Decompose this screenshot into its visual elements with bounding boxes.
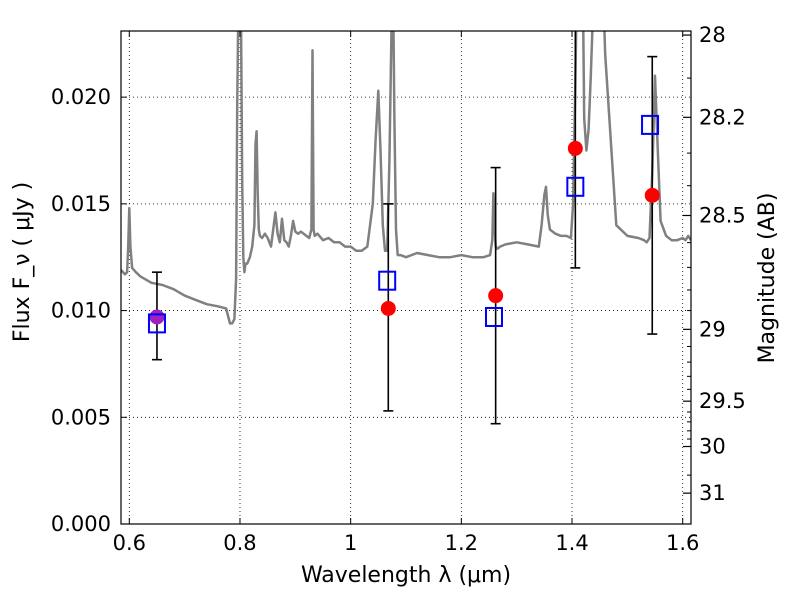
y-tick-label: 0.020: [51, 85, 111, 109]
x-tick-label: 0.8: [223, 531, 256, 555]
observed-point: [149, 309, 165, 325]
right-tick-label: 28.5: [699, 203, 746, 227]
x-tick-label: 1.6: [666, 531, 699, 555]
y-tick-label: 0.005: [51, 405, 111, 429]
observed-point: [488, 288, 504, 304]
y-tick-label: 0.000: [51, 512, 111, 536]
model-spectrum-line: [121, 31, 691, 325]
observed-point: [567, 140, 583, 156]
plot-background: [121, 31, 691, 524]
right-tick-label: 30: [699, 435, 726, 459]
model-photometry-point: [378, 270, 397, 291]
x-tick-label: 1.4: [555, 531, 588, 555]
observed-point: [644, 187, 660, 203]
right-tick-label: 28: [699, 23, 726, 47]
y-axis-label: Flux F_ν ( μJy ): [10, 182, 35, 342]
x-tick-label: 1: [344, 531, 357, 555]
tick-labels: 0.6 0.8 1 1.2 1.4 1.6 0.000 0.005 0.010 0.015 0.02…: [51, 23, 746, 555]
grid: [121, 31, 691, 524]
right-tick-label: 29.5: [699, 389, 746, 413]
model-photometry-point: [641, 114, 660, 135]
model-photometry-point: [147, 313, 166, 334]
x-tick-label: 1.2: [445, 531, 478, 555]
model-photometry-point: [484, 306, 503, 327]
y-tick-label: 0.010: [51, 299, 111, 323]
right-axis-label: Magnitude (AB): [755, 193, 780, 364]
model-photometry-point: [566, 176, 585, 197]
right-tick-label: 31: [699, 481, 726, 505]
right-tick-label: 28.2: [699, 105, 746, 129]
marks: [121, 31, 691, 425]
right-tick-label: 29: [699, 317, 726, 341]
ticks: [121, 31, 691, 525]
plot-frame: [120, 30, 692, 525]
y-tick-label: 0.015: [51, 192, 111, 216]
x-tick-label: 0.6: [113, 531, 146, 555]
observed-point: [380, 300, 396, 316]
x-axis-label: Wavelength λ (μm): [301, 563, 511, 588]
